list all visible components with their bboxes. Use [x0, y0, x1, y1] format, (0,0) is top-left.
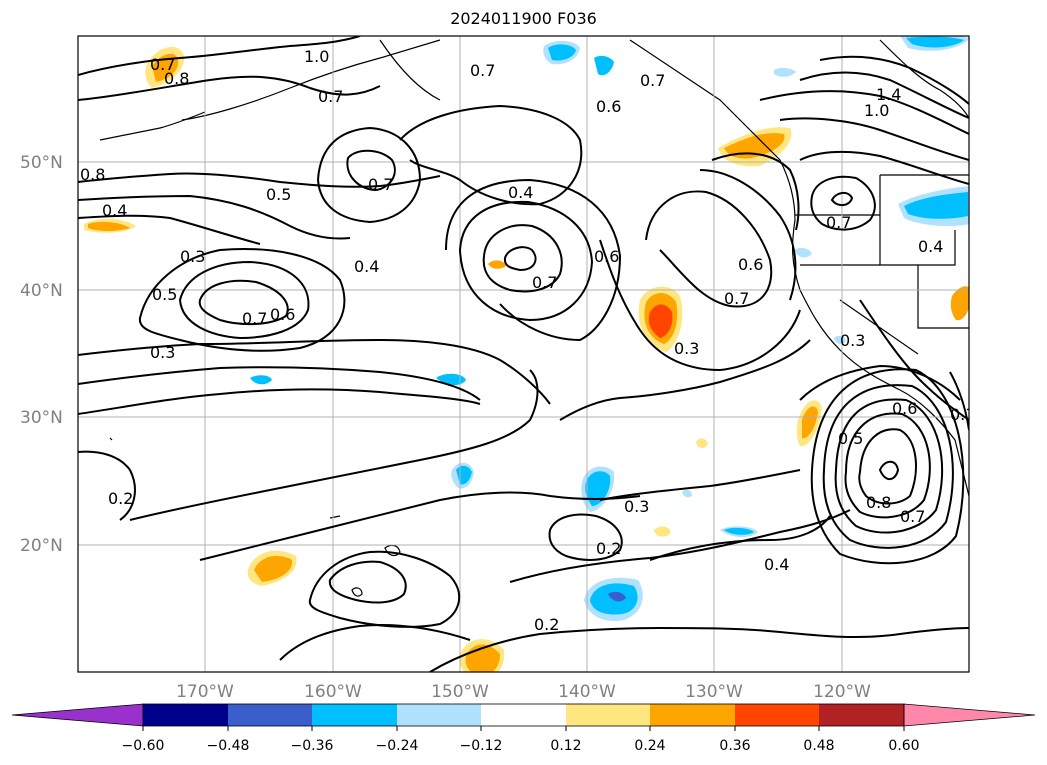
colorbar-bin	[650, 704, 735, 726]
lat-label-40n: 40°N	[20, 281, 63, 301]
colorbar-tick-label: −0.24	[376, 738, 419, 754]
contour-label: 0.4	[508, 183, 533, 202]
contour-label: 0.8	[866, 493, 891, 512]
contour-label: 0.7	[900, 507, 925, 526]
coastlines	[99, 39, 969, 597]
colorbar-tick-label: −0.12	[460, 738, 503, 754]
contour-label: 0.3	[180, 247, 205, 266]
colorbar-bin	[143, 704, 228, 726]
lon-label-130w: 130°W	[685, 682, 743, 702]
contour-label: 0.7	[368, 175, 393, 194]
contour-label: 0.7	[242, 309, 267, 328]
colorbar-tick-label: 0.12	[550, 738, 581, 754]
contour-label: 0.7	[150, 55, 175, 74]
contour-label: 0.7	[640, 71, 665, 90]
contour-label: 1.0	[304, 47, 329, 66]
latitude-labels: 50°N 40°N 30°N 20°N	[20, 153, 63, 556]
contour-label: 0.7	[724, 289, 749, 308]
contour-label: 0.5	[152, 285, 177, 304]
contour-label: 0.7	[318, 87, 343, 106]
colorbar-extend-low	[11, 703, 144, 727]
contour-label: 0.6	[594, 247, 619, 266]
contour-label: 0.3	[624, 497, 649, 516]
lat-label-30n: 30°N	[20, 408, 63, 428]
colorbar-bin	[735, 704, 819, 726]
contour-label: 0.4	[918, 237, 943, 256]
lon-label-150w: 150°W	[431, 682, 489, 702]
contour-label: 0.6	[596, 97, 621, 116]
colorbar-tick-label: 0.24	[634, 738, 665, 754]
contour-label: 0.2	[108, 489, 133, 508]
colorbar-tick-label: 0.36	[719, 738, 750, 754]
lon-label-140w: 140°W	[558, 682, 616, 702]
colorbar-extend-high	[903, 703, 1036, 727]
contour-label: 0.7	[470, 61, 495, 80]
lat-label-20n: 20°N	[20, 536, 63, 556]
contour-label: 0.6	[892, 399, 917, 418]
colorbar-bin	[566, 704, 650, 726]
contour-label: 0.8	[80, 165, 105, 184]
colorbar: −0.60 −0.48 −0.36 −0.24 −0.12 0.12 0.24 …	[11, 703, 1036, 754]
contour-label: 0.6	[270, 305, 295, 324]
contour-lines	[78, 36, 969, 672]
longitude-labels: 170°W 160°W 150°W 140°W 130°W 120°W	[176, 682, 871, 702]
contour-label: 0.5	[266, 185, 291, 204]
contour-label: 0.4	[354, 257, 379, 276]
contour-label: 0.6	[738, 255, 763, 274]
lat-label-50n: 50°N	[20, 153, 63, 173]
colorbar-tick-label: −0.36	[291, 738, 334, 754]
shaded-patches	[84, 36, 969, 672]
contour-label: 0.4	[102, 201, 127, 220]
contour-label: 0.2	[534, 615, 559, 634]
contour-label: 0.7	[826, 213, 851, 232]
contour-label: 0.8	[164, 69, 189, 88]
contour-labels: 0.7 0.8 1.0 0.7 0.7 0.7 0.6 1.4 1.0 0.8 …	[80, 47, 975, 634]
colorbar-tick-label: −0.60	[122, 738, 165, 754]
contour-label: 0.5	[838, 429, 863, 448]
map-title: 2024011900 F036	[450, 9, 597, 28]
contour-label: 1.4	[876, 85, 901, 104]
colorbar-bin	[228, 704, 312, 726]
lon-label-170w: 170°W	[176, 682, 234, 702]
map-border	[77, 35, 970, 673]
contour-label: 0.7	[532, 273, 557, 292]
colorbar-tick-label: 0.60	[888, 738, 919, 754]
colorbar-bin	[397, 704, 481, 726]
contour-label: 0.3	[840, 331, 865, 350]
contour-label: 0.3	[150, 343, 175, 362]
map-area: 0.7 0.8 1.0 0.7 0.7 0.7 0.6 1.4 1.0 0.8 …	[78, 36, 975, 672]
colorbar-bin	[312, 704, 397, 726]
colorbar-tick-label: 0.48	[803, 738, 834, 754]
lon-label-120w: 120°W	[813, 682, 871, 702]
colorbar-bin	[819, 704, 904, 726]
contour-label: 0.4	[764, 555, 789, 574]
contour-label: 1.0	[864, 101, 889, 120]
colorbar-bin	[481, 704, 566, 726]
contour-label: 0.2	[596, 539, 621, 558]
contour-label: 0.3	[674, 339, 699, 358]
colorbar-tick-label: −0.48	[207, 738, 250, 754]
lon-label-160w: 160°W	[304, 682, 362, 702]
contour-label: 0.3	[950, 405, 975, 424]
